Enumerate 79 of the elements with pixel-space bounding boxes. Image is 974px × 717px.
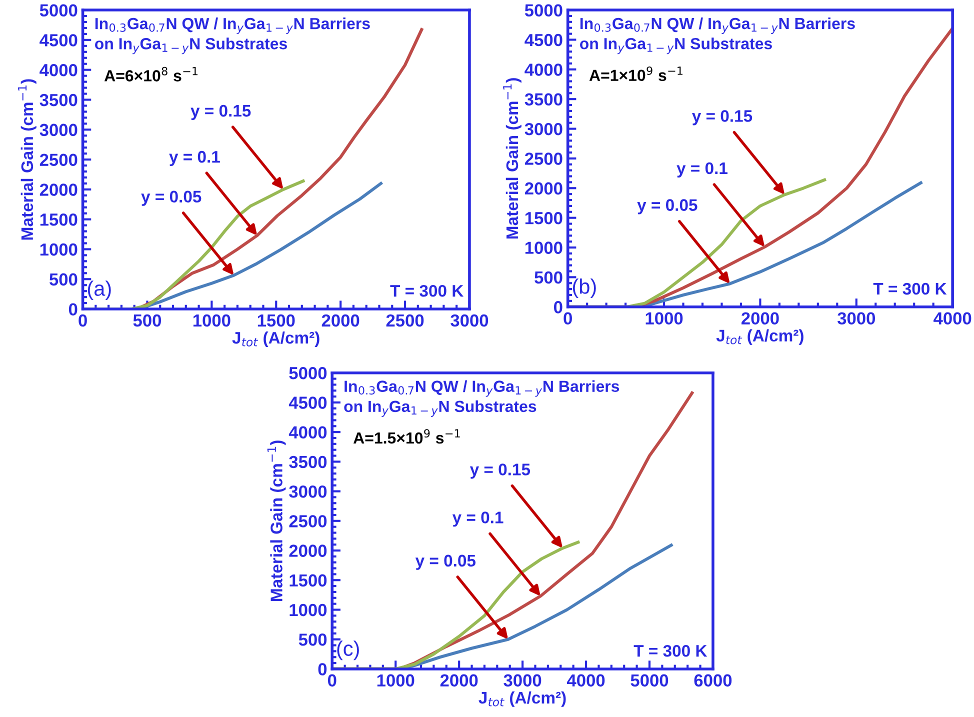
x-tick-label: 1000 [646, 312, 683, 324]
x-tick-label: 5000 [630, 674, 668, 687]
annotation: T = 300 K [634, 644, 708, 657]
x-axis-title: J$_{tot}$ (A/cm²) [232, 331, 320, 347]
x-tick-label: 1500 [258, 314, 295, 327]
y-tick-label: 2500 [524, 152, 562, 165]
annotation: (c) [337, 640, 359, 660]
y-tick-label: 1500 [40, 214, 78, 226]
x-tick-label: 0 [328, 674, 336, 687]
y-tick-label: 4500 [288, 396, 327, 409]
x-tick-label: 0 [78, 314, 87, 327]
y-tick-label: 1000 [290, 604, 327, 616]
y-tick-label: 3500 [40, 94, 78, 106]
y-tick-label: 500 [298, 634, 327, 646]
y-tick-label: 2000 [524, 182, 562, 195]
x-tick-label: 4000 [934, 312, 972, 324]
x-tick-label: 1000 [377, 674, 414, 687]
annotation: A=1×10$^{9}$ s$^{−1}$ [589, 66, 682, 82]
annotation: y = 0.05 [415, 554, 476, 570]
annotation: y = 0.15 [692, 110, 752, 126]
x-tick-label: 2000 [440, 674, 478, 687]
x-tick-label: 2000 [742, 312, 779, 324]
y-tick-label: 4000 [524, 64, 562, 76]
y-tick-label: 2000 [289, 544, 327, 557]
y-tick-label: 3000 [524, 122, 562, 136]
y-tick-label: 500 [50, 273, 78, 286]
y-axis-title: Material Gain (cm$^{−1}$) [267, 440, 286, 601]
annotation: (a) [88, 280, 111, 300]
x-axis-title: J$_{tot}$ (A/cm²) [716, 329, 804, 345]
y-tick-label: 500 [534, 271, 562, 284]
y-tick-label: 4000 [40, 64, 78, 76]
y-tick-label: 3500 [524, 93, 562, 106]
y-tick-label: 3500 [289, 456, 327, 468]
annotation: y = 0.1 [169, 150, 220, 166]
x-axis-title: J$_{tot}$ (A/cm²) [478, 691, 566, 707]
annotation: y = 0.15 [190, 104, 251, 120]
annotation: y = 0.05 [637, 199, 698, 214]
annotation: T = 300 K [390, 284, 464, 297]
y-tick-label: 1000 [40, 243, 78, 256]
y-tick-label: 4500 [40, 34, 78, 46]
y-tick-label: 4000 [288, 426, 327, 439]
y-tick-label: 1500 [290, 574, 327, 587]
annotation: T = 300 K [873, 282, 947, 295]
annotation: A=6×10$^{8}$ s$^{−1}$ [104, 66, 198, 82]
y-axis-title: Material Gain (cm$^{−1}$) [18, 79, 36, 240]
x-tick-label: 2000 [322, 314, 360, 327]
y-axis-title: Material Gain (cm$^{−1}$) [503, 78, 522, 239]
y-tick-label: 5000 [40, 4, 78, 16]
annotation: A=1.5×10$^{9}$ s$^{−1}$ [353, 429, 460, 444]
text: In$_{0.3}$Ga$_{0.7}$N QW / In$_{y}$Ga$_{1−y}$N Barriers on In$_{y}$Ga$_{1−y}$N Substrates [344, 380, 620, 417]
text: In$_{0.3}$Ga$_{0.7}$N QW / In$_{y}$Ga$_{1−y}$N Barriers on In$_{y}$Ga$_{1−y}$N Substrates [580, 17, 855, 54]
x-tick-label: 6000 [694, 674, 732, 687]
y-tick-label: 0 [554, 301, 562, 314]
y-tick-label: 2000 [40, 184, 78, 196]
y-tick-label: 2500 [40, 154, 78, 166]
x-tick-label: 500 [133, 314, 162, 327]
annotation: y = 0.15 [470, 464, 530, 479]
y-tick-label: 5000 [524, 4, 562, 16]
x-tick-label: 0 [564, 312, 572, 324]
annotation: y = 0.1 [676, 162, 728, 178]
y-tick-label: 3000 [40, 124, 78, 136]
x-tick-label: 3000 [837, 312, 875, 325]
x-tick-label: 4000 [566, 674, 605, 687]
y-tick-label: 1000 [525, 242, 562, 254]
annotation: y = 0.1 [452, 512, 504, 527]
annotation: y = 0.05 [141, 190, 202, 206]
x-tick-label: 3000 [450, 314, 488, 327]
text: In$_{0.3}$Ga$_{0.7}$N QW / In$_{y}$Ga$_{1−y}$N Barriers on In$_{y}$Ga$_{1−y}$N Substrates [95, 18, 370, 54]
x-tick-label: 3000 [504, 674, 542, 687]
annotation: (b) [572, 278, 596, 298]
y-tick-label: 0 [68, 303, 78, 316]
y-tick-label: 4500 [524, 34, 562, 46]
x-tick-label: 1000 [193, 314, 230, 327]
x-tick-label: 2500 [386, 314, 424, 327]
y-tick-label: 0 [318, 663, 327, 676]
y-tick-label: 3000 [289, 485, 327, 498]
y-tick-label: 1500 [525, 212, 562, 224]
y-tick-label: 2500 [289, 515, 327, 528]
y-tick-label: 5000 [289, 367, 327, 380]
